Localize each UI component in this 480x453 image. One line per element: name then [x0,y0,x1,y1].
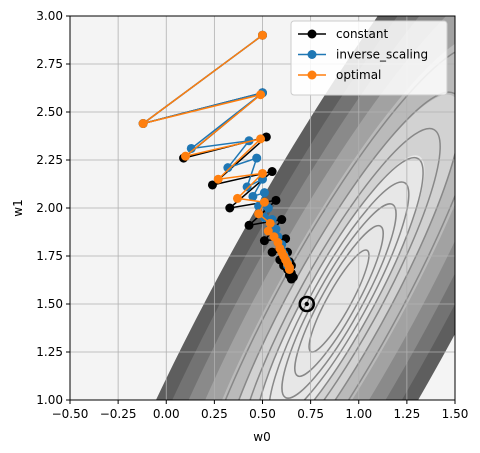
data-point [232,193,242,203]
data-point [277,215,287,225]
x-tick-label: 1.25 [394,407,421,421]
x-tick-label: −0.25 [100,407,137,421]
data-point [267,247,277,257]
data-point [244,220,254,230]
data-point [207,180,217,190]
legend-label: constant [336,27,388,41]
data-point [267,167,277,177]
y-axis: 1.00 1.25 1.50 1.75 2.00 2.25 2.50 2.75 3.00 [36,9,70,407]
x-tick-label: −0.50 [52,407,89,421]
x-tick-label: 0.00 [153,407,180,421]
legend-label: optimal [336,68,381,82]
y-tick-label: 2.50 [36,105,63,119]
contour-line [237,127,441,400]
series-optimal [138,30,294,274]
data-point [259,236,269,246]
legend-box [290,20,448,96]
y-tick-label: 2.25 [36,153,63,167]
data-point [138,119,148,129]
data-point [213,174,223,184]
y-tick-label: 1.25 [36,345,63,359]
x-axis: −0.50 −0.25 0.00 0.25 0.50 0.75 1.00 1.25 1.50 [52,400,469,421]
data-point [265,218,275,228]
data-point [252,153,262,163]
data-point [186,143,196,153]
data-point [223,163,233,173]
data-point [286,274,296,284]
optimum-marker [298,295,316,313]
data-point [242,182,252,192]
y-tick-label: 2.75 [36,57,63,71]
y-tick-label: 3.00 [36,9,63,23]
y-tick-label: 1.50 [36,297,63,311]
data-point [259,197,269,207]
y-tick-label: 1.00 [36,393,63,407]
contour-line [268,181,410,400]
data-point [271,195,281,205]
x-tick-label: 0.75 [297,407,324,421]
data-point [258,168,267,178]
optimum-dot [304,301,309,307]
contour-line [294,224,384,378]
x-axis-label: w0 [253,430,270,444]
y-tick-label: 2.00 [36,201,63,215]
data-point [284,264,294,274]
legend-marker [307,70,317,80]
data-point [225,203,235,213]
legend-marker [307,29,317,39]
data-point [181,151,190,161]
data-point [254,209,264,219]
optimum-ring [298,295,316,313]
data-point [263,226,273,236]
y-axis-label: w1 [11,199,25,216]
x-tick-label: 0.25 [201,407,228,421]
data-point [259,188,269,198]
data-point [258,30,267,40]
series-layer [138,30,298,284]
data-point [256,90,266,100]
contour-line [254,156,424,400]
data-point [248,191,258,201]
x-tick-label: 0.50 [249,407,276,421]
x-tick-label: 1.50 [442,407,469,421]
x-tick-label: 1.00 [345,407,372,421]
data-point [256,134,266,144]
y-tick-label: 1.75 [36,249,63,263]
legend-marker [307,50,317,59]
legend-label: inverse_scaling [336,48,428,62]
